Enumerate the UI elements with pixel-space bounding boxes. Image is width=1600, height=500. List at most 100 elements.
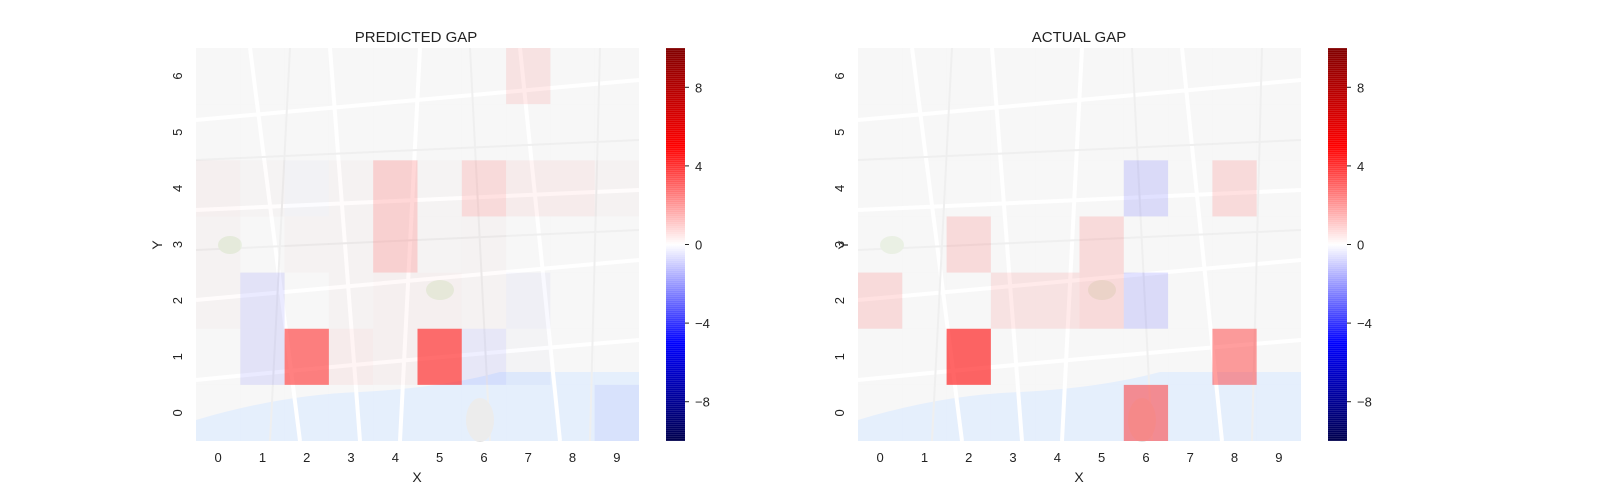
heatmap-cell (373, 104, 418, 161)
heatmap-cell (858, 216, 903, 273)
heatmap-cell (506, 160, 551, 217)
colorbar-tick-label: 8 (1357, 80, 1364, 95)
heatmap-cell (1256, 272, 1301, 329)
heatmap-cell (196, 104, 241, 161)
heatmap-cell (594, 272, 639, 329)
x-tick-label: 6 (1142, 450, 1149, 465)
y-tick-label: 6 (832, 72, 847, 79)
heatmap-cell (461, 48, 507, 105)
heatmap-cell (328, 216, 374, 273)
chart-title: PREDICTED GAP (355, 29, 478, 46)
heatmap-cell (990, 160, 1036, 217)
heatmap-cell (461, 384, 507, 441)
heatmap-cell (1035, 272, 1080, 329)
heatmap-cell (284, 48, 329, 105)
heatmap-cell (506, 328, 551, 385)
heatmap-cell (594, 384, 639, 441)
heatmap-cell (990, 272, 1036, 329)
heatmap-cell (1079, 160, 1124, 217)
heatmap-cell (550, 216, 595, 273)
heatmap-cell (284, 160, 329, 217)
x-tick-label: 2 (303, 450, 310, 465)
heatmap-cell (858, 272, 903, 329)
x-tick-label: 9 (613, 450, 620, 465)
y-tick-label: 1 (832, 353, 847, 360)
heatmap-cell (373, 384, 418, 441)
heatmap-cell (550, 104, 595, 161)
heatmap-cell (1256, 104, 1301, 161)
heatmap-cell (946, 160, 991, 217)
x-tick-label: 0 (877, 450, 884, 465)
heatmap-cell (506, 272, 551, 329)
heatmap-cell (417, 160, 462, 217)
heatmap-cell (550, 160, 595, 217)
y-tick-label: 0 (170, 409, 185, 416)
heatmap-cell (594, 48, 639, 105)
heatmap-cell (946, 48, 991, 105)
heatmap-cell (1035, 216, 1080, 273)
heatmap-cell (1123, 272, 1169, 329)
x-axis-label: X (412, 469, 422, 485)
heatmap-cell (461, 104, 507, 161)
y-tick-label: 4 (170, 185, 185, 192)
x-axis-label: X (1074, 469, 1084, 485)
heatmap-cell (373, 160, 418, 217)
heatmap-cell (506, 384, 551, 441)
heatmap-cell (1035, 384, 1080, 441)
heatmap-cell (506, 104, 551, 161)
heatmap-cell (902, 160, 947, 217)
heatmap-cell (196, 272, 241, 329)
heatmap-cell (373, 216, 418, 273)
heatmap-cell (1168, 328, 1213, 385)
heatmap-cell (550, 48, 595, 105)
colorbar-tick-label: 8 (695, 80, 702, 95)
heatmap-cell (946, 216, 991, 273)
heatmap-cell (417, 104, 462, 161)
y-axis-ticks: 0 1 2 3 4 5 6 (832, 72, 847, 416)
heatmap-cell (1123, 48, 1169, 105)
x-tick-label: 4 (1054, 450, 1061, 465)
heatmap-cell (373, 328, 418, 385)
colorbar-tick-label: −8 (1357, 395, 1372, 410)
heatmap-cell (1168, 216, 1213, 273)
colorbar: 8 4 0 −4 −8 (1328, 48, 1372, 441)
heatmap-cell (1256, 384, 1301, 441)
heatmap-cell (1035, 160, 1080, 217)
x-tick-label: 8 (1231, 450, 1238, 465)
heatmap-cell (461, 272, 507, 329)
x-tick-label: 7 (1187, 450, 1194, 465)
x-tick-label: 1 (259, 450, 266, 465)
heatmap-cell (1035, 48, 1080, 105)
colorbar-tick-label: 4 (1357, 159, 1364, 174)
heatmap-cell (417, 216, 462, 273)
heatmap-cell (990, 384, 1036, 441)
y-tick-label: 0 (832, 409, 847, 416)
y-axis-label: Y (149, 240, 165, 250)
colorbar-ticks: 8 4 0 −4 −8 (685, 80, 710, 410)
heatmap-cell (1123, 216, 1169, 273)
heatmap-cell (1256, 216, 1301, 273)
heatmap-cell (1212, 48, 1257, 105)
heatmap-cell (328, 384, 374, 441)
heatmap-cell (1079, 328, 1124, 385)
heatmap-cell (417, 272, 462, 329)
heatmap-cell (328, 104, 374, 161)
heatmap-cell (902, 216, 947, 273)
colorbar-tick-label: −8 (695, 395, 710, 410)
heatmap-cell (240, 272, 285, 329)
heatmap-cell (594, 160, 639, 217)
heatmap-cell (1212, 216, 1257, 273)
heatmap-cell (594, 104, 639, 161)
y-tick-label: 1 (170, 353, 185, 360)
heatmap-cell (594, 216, 639, 273)
x-tick-label: 0 (215, 450, 222, 465)
heatmap-cell (1256, 328, 1301, 385)
y-tick-label: 2 (170, 297, 185, 304)
heatmap-cell (240, 104, 285, 161)
heatmap-cell (1168, 384, 1213, 441)
heatmap-cell (461, 216, 507, 273)
y-tick-label: 5 (832, 129, 847, 136)
heatmap-cell (1079, 272, 1124, 329)
heatmap-cell (417, 384, 462, 441)
